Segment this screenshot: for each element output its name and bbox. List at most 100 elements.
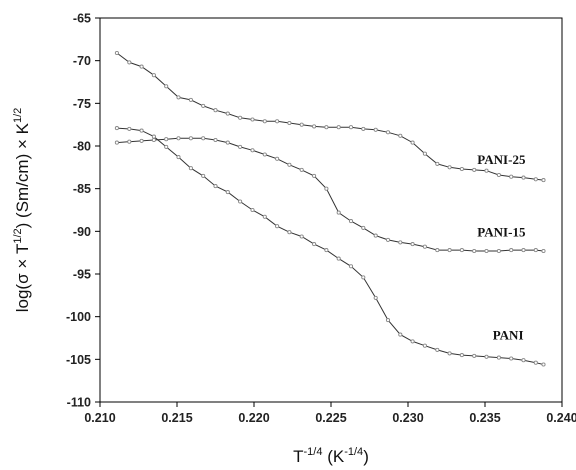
data-point <box>164 137 169 142</box>
data-point <box>496 248 501 254</box>
data-point <box>422 244 427 249</box>
data-point <box>151 73 156 78</box>
y-tick-label: -110 <box>67 396 91 410</box>
data-point <box>398 332 403 337</box>
plot-frame <box>99 17 563 403</box>
data-point <box>324 248 329 253</box>
y-tick-label: -85 <box>73 182 91 196</box>
y-tick-label: -105 <box>66 353 91 367</box>
data-point <box>541 362 546 367</box>
series-label: PANI-15 <box>477 224 526 239</box>
series-pani-15 <box>114 136 546 254</box>
data-point <box>201 136 206 141</box>
data-point <box>472 167 477 172</box>
data-point <box>459 166 464 172</box>
data-point <box>299 234 304 239</box>
data-point <box>250 207 255 213</box>
data-point <box>410 339 415 344</box>
data-point <box>373 127 378 132</box>
data-point <box>287 162 292 167</box>
data-point <box>312 173 317 178</box>
data-point <box>348 125 354 130</box>
data-point <box>176 155 181 160</box>
data-point <box>139 128 144 133</box>
data-point <box>533 248 538 253</box>
data-point <box>336 125 341 130</box>
data-point <box>151 134 156 139</box>
data-point <box>238 199 243 204</box>
data-point <box>435 248 440 253</box>
data-point <box>410 242 415 247</box>
data-point <box>151 137 156 143</box>
series-labels: PANI-25 PANI-15 PANI <box>477 152 526 343</box>
data-point <box>139 64 144 69</box>
x-tick-label: 0.235 <box>469 411 500 425</box>
data-point <box>484 168 489 173</box>
data-point <box>287 120 292 126</box>
data-point <box>213 137 218 143</box>
data-point <box>385 318 391 323</box>
data-point <box>188 166 193 171</box>
x-axis-label: T-1/4 (K-1/4) <box>293 446 369 466</box>
data-point <box>361 126 366 131</box>
data-point <box>484 248 489 254</box>
data-point <box>541 178 546 183</box>
data-point <box>521 175 526 180</box>
data-point <box>262 152 267 157</box>
series-label: PANI-25 <box>477 152 526 167</box>
data-point <box>176 136 181 141</box>
data-point <box>422 151 427 156</box>
series-layer <box>114 50 546 367</box>
y-tick-label: -80 <box>73 140 91 154</box>
data-point <box>385 237 391 242</box>
data-point <box>324 186 329 191</box>
data-point <box>361 225 366 230</box>
data-point <box>262 214 267 219</box>
data-point <box>176 95 181 100</box>
data-point <box>373 233 378 238</box>
data-point <box>385 130 391 135</box>
data-point <box>410 140 415 145</box>
data-point <box>262 119 267 124</box>
data-point <box>348 264 354 269</box>
y-tick-label: -65 <box>73 12 91 26</box>
data-point <box>496 172 501 178</box>
data-point <box>521 248 526 253</box>
data-point <box>541 248 546 254</box>
y-tick-label: -70 <box>73 54 91 68</box>
data-point <box>127 60 132 65</box>
data-point <box>312 124 317 129</box>
data-point <box>250 148 255 153</box>
data-point <box>398 133 403 138</box>
data-point <box>447 248 452 253</box>
x-tick-label: 0.210 <box>84 411 115 425</box>
y-tick-label: -75 <box>73 97 91 111</box>
data-point <box>213 108 218 113</box>
data-point <box>225 190 230 195</box>
data-point <box>336 256 341 261</box>
x-tick-label: 0.215 <box>161 411 192 425</box>
series-label: PANI <box>493 328 524 343</box>
x-tick-label: 0.230 <box>392 411 423 425</box>
x-tick-label: 0.225 <box>315 411 346 425</box>
data-point <box>472 248 477 254</box>
data-point <box>201 173 206 178</box>
data-point <box>509 174 514 179</box>
data-point <box>336 210 341 215</box>
y-axis-label: log(σ × T1/2) (Sm/cm) × K1/2 <box>12 108 32 313</box>
data-point <box>447 351 452 356</box>
data-point <box>312 242 317 247</box>
data-point <box>348 219 354 224</box>
data-point <box>422 343 427 348</box>
data-point <box>127 139 132 144</box>
x-axis-ticks: 0.210 0.215 0.220 0.225 0.230 0.235 0.240 <box>84 402 576 425</box>
data-point <box>361 275 366 280</box>
data-point <box>127 126 132 131</box>
data-point <box>435 161 440 166</box>
data-point <box>521 358 526 363</box>
data-point <box>225 111 230 116</box>
data-point <box>164 144 169 149</box>
y-axis-ticks: -65 -70 -75 -80 -85 -90 -95 -100 -105 -110 <box>66 12 100 410</box>
data-point <box>496 355 501 360</box>
